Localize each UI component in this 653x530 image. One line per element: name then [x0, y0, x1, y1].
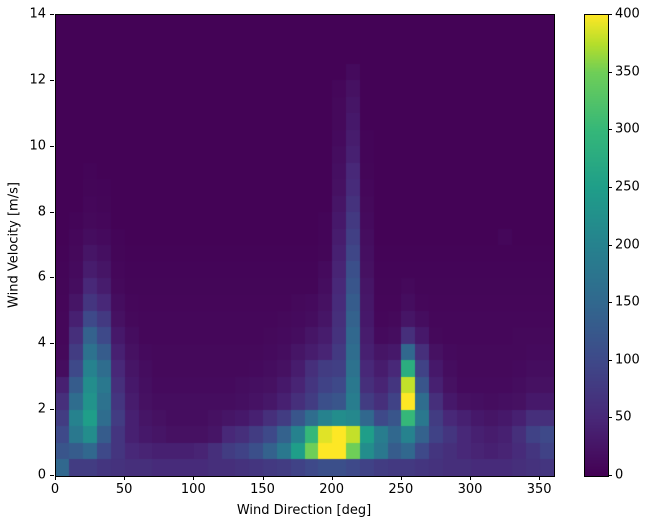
- x-tick-mark: [331, 476, 333, 480]
- colorbar-tick-mark: [608, 244, 612, 246]
- colorbar-tick-label: 250: [615, 179, 640, 195]
- x-tick-mark: [539, 476, 541, 480]
- y-tick-mark: [50, 14, 54, 15]
- x-tick-mark: [470, 476, 471, 480]
- y-tick-mark: [50, 277, 54, 279]
- x-tick-label: 150: [250, 482, 275, 497]
- y-tick-label: 6: [37, 269, 46, 285]
- colorbar-tick-mark: [608, 359, 612, 361]
- colorbar-tick-mark: [608, 129, 612, 131]
- x-tick-label: 200: [319, 482, 345, 497]
- colorbar-tick-label: 400: [615, 6, 640, 22]
- x-axis-label: Wind Direction [deg]: [236, 503, 372, 518]
- x-tick-mark: [193, 476, 195, 480]
- y-tick-mark: [50, 343, 54, 345]
- y-tick-label: 12: [29, 72, 46, 88]
- y-tick-label: 8: [37, 204, 46, 220]
- x-tick-mark: [262, 476, 264, 480]
- heatmap-canvas: [55, 14, 555, 477]
- y-tick-label: 0: [37, 467, 46, 483]
- colorbar-tick-mark: [608, 417, 612, 419]
- colorbar-tick-mark: [608, 186, 612, 188]
- y-tick-label: 14: [29, 6, 46, 22]
- colorbar-tick-label: 350: [615, 64, 640, 80]
- y-tick-label: 2: [37, 401, 46, 417]
- x-tick-mark: [55, 476, 56, 480]
- y-tick-mark: [50, 409, 54, 411]
- y-axis-label: Wind Velocity [m/s]: [6, 181, 22, 308]
- y-tick-mark: [50, 211, 54, 213]
- y-tick-mark: [50, 475, 54, 476]
- colorbar-tick-mark: [608, 14, 612, 15]
- x-tick-label: 50: [115, 482, 133, 497]
- y-tick-label: 4: [37, 335, 46, 351]
- colorbar-tick-label: 150: [615, 294, 640, 310]
- colorbar-tick-label: 200: [615, 237, 640, 252]
- x-tick-label: 250: [388, 482, 414, 497]
- x-tick-label: 100: [180, 482, 206, 497]
- x-tick-label: 0: [50, 482, 60, 497]
- y-tick-mark: [50, 79, 54, 81]
- colorbar-tick-mark: [608, 475, 612, 476]
- y-tick-label: 10: [29, 138, 46, 154]
- x-tick-label: 300: [457, 482, 483, 497]
- x-tick-label: 350: [526, 482, 552, 497]
- colorbar-tick-mark: [608, 71, 612, 73]
- colorbar-tick-label: 300: [615, 121, 640, 137]
- colorbar-tick-label: 0: [615, 467, 624, 483]
- colorbar-tick-mark: [608, 302, 612, 304]
- x-tick-mark: [124, 476, 126, 480]
- colorbar-tick-label: 100: [615, 352, 640, 368]
- colorbar-tick-label: 50: [615, 409, 632, 425]
- y-tick-mark: [50, 145, 54, 147]
- colorbar-canvas: [584, 14, 609, 477]
- x-tick-mark: [400, 476, 402, 480]
